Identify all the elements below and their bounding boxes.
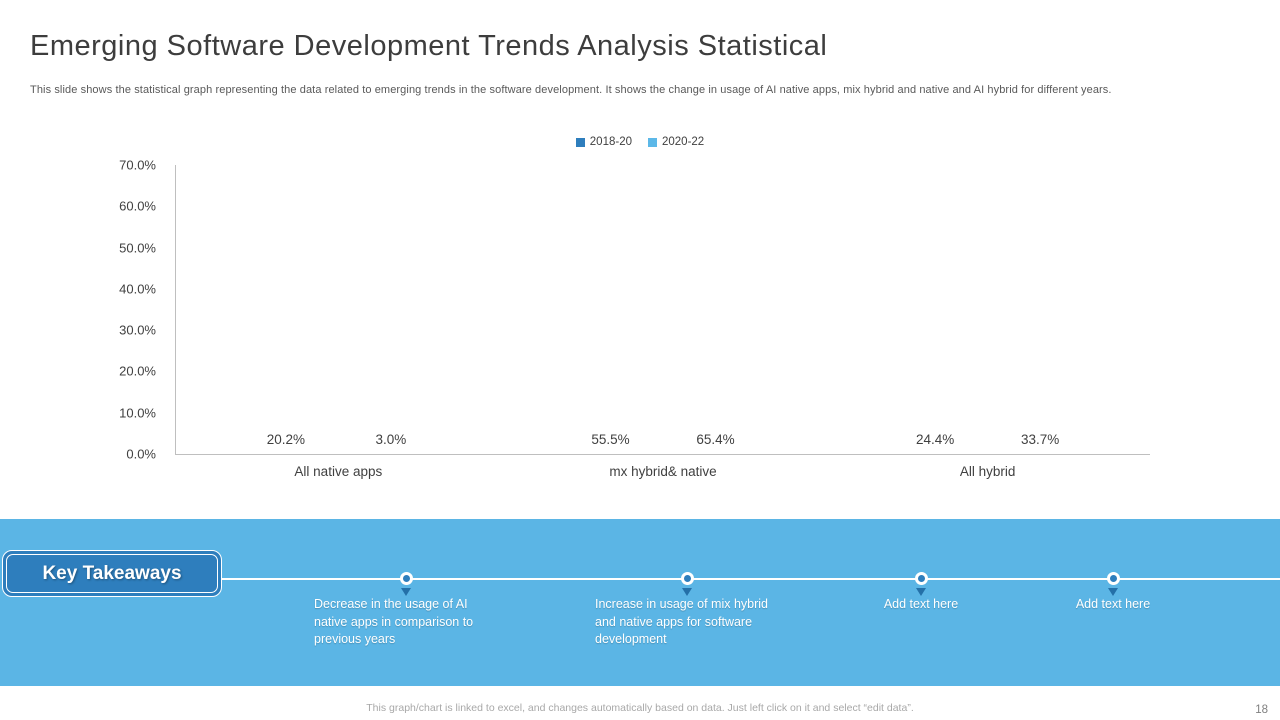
- arrow-down-icon: [1108, 588, 1118, 596]
- plot-area: 20.2% 3.0% 55.5% 65.4% 24.4% 33.7%: [176, 165, 1150, 454]
- timeline-pin-icon: [1107, 572, 1120, 585]
- takeaways-band: Key Takeaways Decrease in the usage of A…: [0, 519, 1280, 686]
- slide-description: This slide shows the statistical graph r…: [30, 84, 1112, 96]
- bar-chart[interactable]: 0.0% 10.0% 20.0% 30.0% 40.0% 50.0% 60.0% 70.0% …: [119, 158, 1150, 479]
- legend-label: 2020-22: [662, 136, 705, 148]
- bar-value-label: 55.5%: [591, 432, 630, 447]
- timeline-line: [222, 578, 1280, 580]
- y-axis-tick-label: 0.0%: [126, 446, 156, 462]
- key-takeaways-heading: Key Takeaways: [42, 562, 182, 584]
- footer-note: This graph/chart is linked to excel, and…: [366, 702, 914, 714]
- y-axis-tick-label: 10.0%: [119, 405, 156, 421]
- takeaway-text: Increase in usage of mix hybrid and nati…: [595, 597, 769, 646]
- bar-value-label: 65.4%: [696, 432, 735, 447]
- chart-legend: 2018-20 2020-22: [0, 136, 1280, 148]
- y-axis-labels: 0.0% 10.0% 20.0% 30.0% 40.0% 50.0% 60.0% 70.0%: [91, 158, 166, 462]
- legend-swatch: [575, 137, 585, 147]
- key-takeaways-banner: Key Takeaways: [2, 550, 222, 597]
- bar-value-label: 3.0%: [375, 432, 407, 447]
- y-axis-tick-label: 40.0%: [119, 281, 156, 297]
- page-title: Emerging Software Development Trends Ana…: [30, 30, 828, 62]
- takeaway-text: Decrease in the usage of AI native apps …: [314, 597, 474, 646]
- add-text-placeholder[interactable]: Add text here: [883, 597, 959, 611]
- timeline-pin-icon: [915, 572, 928, 585]
- x-axis-category-label: All hybrid: [959, 464, 1016, 479]
- arrow-down-icon: [916, 588, 926, 596]
- legend-swatch: [648, 137, 657, 147]
- bar-value-label: 20.2%: [266, 432, 305, 447]
- y-axis-tick-label: 50.0%: [119, 240, 156, 256]
- timeline-pin-icon: [681, 572, 694, 585]
- legend-item: 2018-20: [575, 136, 632, 148]
- timeline-pin-icon: [400, 572, 413, 585]
- y-axis-tick-label: 20.0%: [119, 363, 156, 379]
- x-axis-category-label: mx hybrid& native: [609, 464, 717, 479]
- bar-value-label: 24.4%: [916, 432, 955, 447]
- bar-value-label: 33.7%: [1021, 432, 1060, 447]
- x-axis-category-label: All native apps: [294, 464, 383, 479]
- y-axis-tick-label: 70.0%: [119, 157, 156, 173]
- x-axis-labels: All native apps mx hybrid& native All hybr…: [176, 464, 1150, 479]
- y-axis-tick-label: 60.0%: [119, 198, 156, 214]
- arrow-down-icon: [682, 588, 692, 596]
- legend-label: 2018-20: [589, 136, 632, 148]
- page-number: 18: [1255, 704, 1268, 716]
- add-text-placeholder[interactable]: Add text here: [1075, 597, 1151, 611]
- legend-item: 2020-22: [648, 136, 704, 148]
- arrow-down-icon: [401, 588, 411, 596]
- y-axis-tick-label: 30.0%: [119, 322, 156, 338]
